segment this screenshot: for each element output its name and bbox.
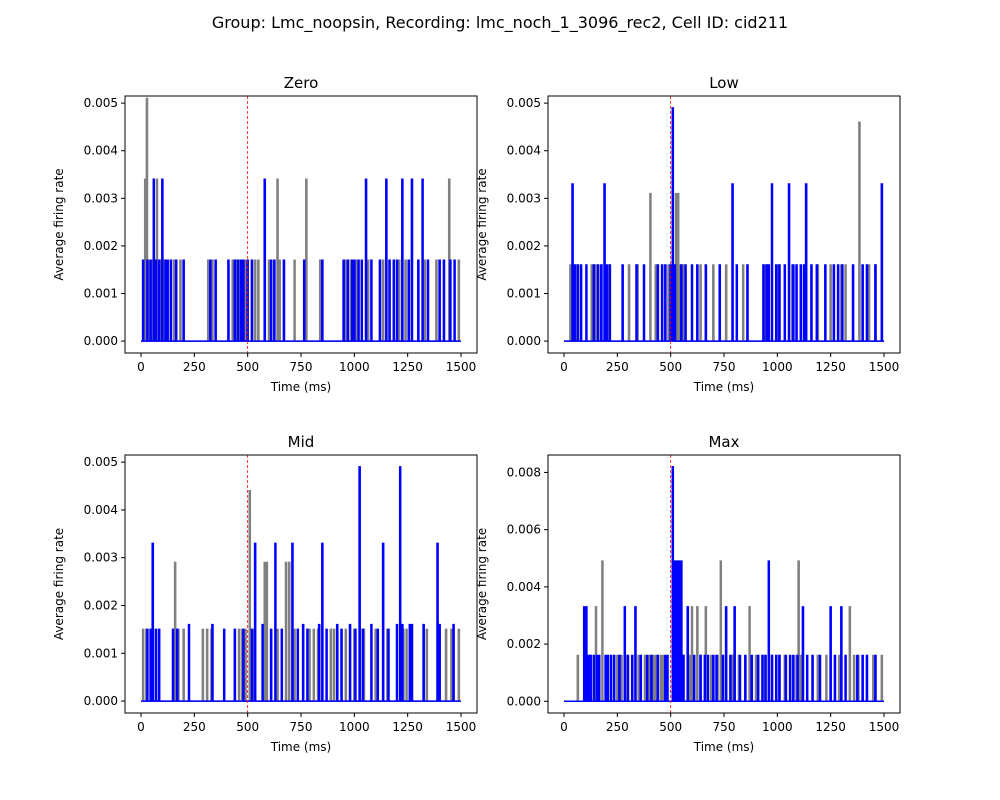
y-tick-label: 0.002 [84, 599, 118, 613]
x-tick-label: 250 [183, 360, 206, 374]
x-tick-label: 250 [606, 720, 629, 734]
series-line-gray [564, 121, 884, 342]
y-tick-label: 0.004 [84, 503, 118, 517]
y-tick-label: 0.003 [84, 551, 118, 565]
subplot-max: 0 250 500 750 1000 1250 1500 0.000 0.002 0.004 0.0… [475, 433, 901, 754]
y-tick-label: 0.006 [507, 523, 541, 537]
series-line-blue [141, 466, 461, 702]
x-tick-label: 1500 [446, 720, 477, 734]
y-tick-label: 0.000 [84, 694, 118, 708]
x-tick-label: 0 [137, 720, 145, 734]
y-tick-label: 0.005 [507, 96, 541, 110]
figure-title: Group: Lmc_noopsin, Recording: lmc_noch_… [211, 13, 789, 32]
subplot-title: Zero [284, 74, 319, 92]
x-tick-label: 1000 [339, 720, 370, 734]
x-tick-label: 1500 [869, 720, 900, 734]
x-tick-label: 1000 [762, 360, 793, 374]
x-tick-label: 250 [606, 360, 629, 374]
x-tick-label: 1000 [762, 720, 793, 734]
y-tick-label: 0.001 [507, 287, 541, 301]
x-tick-label: 0 [560, 720, 568, 734]
x-tick-label: 1500 [446, 360, 477, 374]
y-tick-label: 0.008 [507, 465, 541, 479]
x-tick-label: 1250 [392, 720, 423, 734]
y-tick-label: 0.001 [84, 287, 118, 301]
y-tick-label: 0.003 [84, 191, 118, 205]
x-tick-label: 1250 [815, 720, 846, 734]
y-tick-label: 0.005 [84, 455, 118, 469]
subplot-zero: 0 250 500 750 1000 1250 1500 0.000 0.001 0.002 0.0… [52, 74, 478, 394]
x-tick-label: 750 [290, 720, 313, 734]
x-tick-label: 1250 [392, 360, 423, 374]
x-tick-label: 0 [137, 360, 145, 374]
x-tick-label: 500 [659, 720, 682, 734]
x-tick-label: 500 [659, 360, 682, 374]
y-axis-label: Average firing rate [52, 168, 66, 280]
y-tick-label: 0.002 [507, 637, 541, 651]
y-tick-label: 0.004 [84, 144, 118, 158]
x-axis-label: Time (ms) [693, 740, 755, 754]
y-axis-label: Average firing rate [475, 528, 489, 640]
series-line-blue [564, 107, 884, 342]
y-tick-label: 0.005 [84, 96, 118, 110]
y-tick-label: 0.002 [84, 239, 118, 253]
series-line-blue [141, 178, 461, 342]
x-axis-label: Time (ms) [693, 380, 755, 394]
x-tick-label: 750 [290, 360, 313, 374]
x-tick-label: 750 [713, 360, 736, 374]
subplot-title: Low [709, 74, 739, 92]
x-axis-label: Time (ms) [270, 740, 332, 754]
x-tick-label: 500 [236, 720, 259, 734]
y-axis-label: Average firing rate [475, 168, 489, 280]
y-tick-label: 0.000 [84, 334, 118, 348]
y-tick-label: 0.000 [507, 334, 541, 348]
x-tick-label: 0 [560, 360, 568, 374]
y-tick-label: 0.000 [507, 694, 541, 708]
x-tick-label: 1250 [815, 360, 846, 374]
subplot-low: 0 250 500 750 1000 1250 1500 0.000 0.001 0.002 0.0… [475, 74, 901, 394]
x-tick-label: 1000 [339, 360, 370, 374]
x-axis-label: Time (ms) [270, 380, 332, 394]
y-axis-label: Average firing rate [52, 528, 66, 640]
y-tick-label: 0.001 [84, 646, 118, 660]
y-tick-label: 0.003 [507, 191, 541, 205]
subplot-mid: 0 250 500 750 1000 1250 1500 0.000 0.001 0.002 0.0… [52, 433, 478, 754]
x-tick-label: 250 [183, 720, 206, 734]
subplot-title: Max [708, 433, 739, 451]
y-tick-label: 0.004 [507, 144, 541, 158]
x-tick-label: 1500 [869, 360, 900, 374]
y-tick-label: 0.002 [507, 239, 541, 253]
x-tick-label: 500 [236, 360, 259, 374]
y-tick-label: 0.004 [507, 580, 541, 594]
subplot-title: Mid [288, 433, 315, 451]
series-line-blue [564, 465, 884, 703]
x-tick-label: 750 [713, 720, 736, 734]
